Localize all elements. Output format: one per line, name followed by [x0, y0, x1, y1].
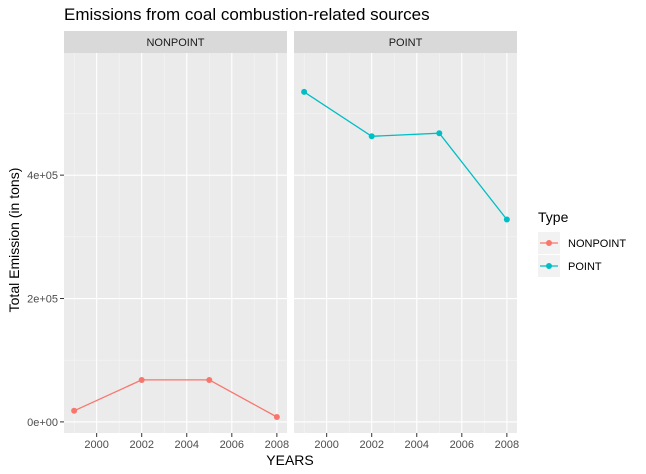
y-tick-label: 4e+05 — [27, 170, 58, 182]
facet-strip — [64, 31, 287, 53]
x-tick-label: 2004 — [175, 439, 199, 451]
panel-point: POINT — [294, 31, 517, 433]
panel-background — [294, 53, 517, 433]
legend-key-point — [546, 240, 552, 246]
x-tick-label: 2006 — [220, 439, 244, 451]
data-point — [368, 133, 375, 140]
x-tick-label: 2008 — [495, 439, 519, 451]
x-tick-label: 2002 — [129, 439, 153, 451]
x-tick-label: 2000 — [84, 439, 108, 451]
x-tick-label: 2002 — [359, 439, 383, 451]
data-point — [301, 88, 308, 95]
facet-strip — [294, 31, 517, 53]
x-axes: 2000 2002 2004 2006 2008 2000 2002 2004 2006 2008 — [84, 433, 519, 451]
x-tick-label: 2006 — [450, 439, 474, 451]
x-axis-nonpoint: 2000 2002 2004 2006 2008 — [84, 433, 289, 451]
y-axis: 0e+00 2e+05 4e+05 — [27, 170, 64, 429]
chart-title: Emissions from coal combustion-related s… — [64, 5, 430, 24]
legend: Type NONPOINT POINT — [538, 209, 626, 277]
legend-label: POINT — [568, 261, 602, 273]
facet-strip-label: POINT — [389, 37, 423, 49]
y-axis-title: Total Emission (in tons) — [6, 168, 22, 313]
series-line-point — [303, 91, 508, 221]
facet-strip-label: NONPOINT — [146, 37, 204, 49]
y-tick-label: 0e+00 — [27, 417, 58, 429]
data-point — [138, 376, 145, 383]
data-point — [503, 216, 510, 223]
x-tick-label: 2004 — [405, 439, 429, 451]
data-point — [71, 407, 78, 414]
data-point — [436, 130, 443, 137]
series-line-nonpoint — [73, 379, 278, 418]
facet-panels: NONPOINT POINT — [64, 31, 517, 433]
legend-label: NONPOINT — [568, 238, 626, 250]
y-tick-label: 2e+05 — [27, 294, 58, 306]
x-axis-point: 2000 2002 2004 2006 2008 — [314, 433, 519, 451]
legend-key-point — [546, 263, 552, 269]
panel-nonpoint: NONPOINT — [64, 31, 287, 433]
x-axis-title: YEARS — [266, 452, 313, 468]
panel-background — [64, 53, 287, 433]
x-tick-label: 2008 — [265, 439, 289, 451]
legend-title: Type — [538, 209, 569, 225]
x-tick-label: 2000 — [314, 439, 338, 451]
data-point — [273, 413, 280, 420]
data-point — [206, 376, 213, 383]
